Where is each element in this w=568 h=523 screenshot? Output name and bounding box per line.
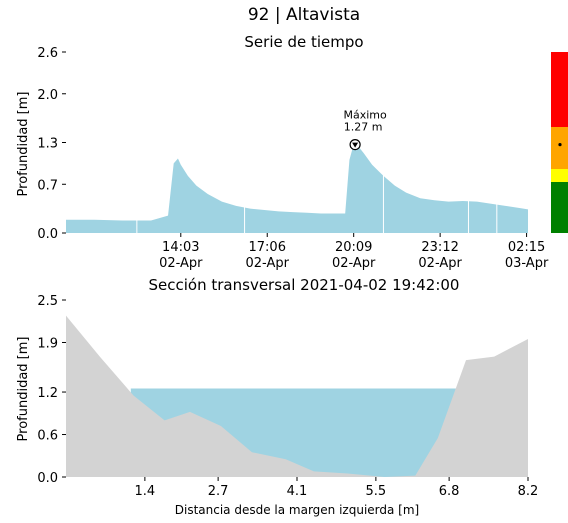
- cross-section-group: [66, 315, 528, 477]
- risk-indicator: [558, 142, 562, 147]
- timeseries-ylabel: Profundidad [m]: [16, 92, 31, 197]
- x-tick-label: 6.8: [439, 484, 460, 499]
- risk-band: [551, 127, 568, 169]
- risk-band: [551, 182, 568, 233]
- risk-band: [551, 52, 568, 127]
- y-tick-label: 2.0: [37, 88, 58, 103]
- depth-area: [66, 144, 528, 233]
- timeseries-area-group: [66, 52, 528, 233]
- x-tick-label-date: 02-Apr: [418, 256, 462, 271]
- x-tick-label-time: 20:09: [335, 240, 372, 255]
- x-tick-label: 1.4: [135, 484, 156, 499]
- x-tick-label-time: 23:12: [421, 240, 458, 255]
- cross-section-xlabel: Distancia desde la margen izquierda [m]: [175, 503, 419, 517]
- cross-section-title: Sección transversal 2021-04-02 19:42:00: [149, 276, 460, 294]
- x-tick-label: 4.1: [287, 484, 308, 499]
- cross-section-axes: 0.0 0.6 1.2 1.9 2.5 1.4 2.7 4.1 5.5 6.8 8.2: [37, 294, 538, 499]
- cross-section-ylabel: Profundidad [m]: [16, 337, 31, 442]
- x-tick-label: 2.7: [208, 484, 229, 499]
- y-tick-label: 1.2: [37, 386, 58, 401]
- x-tick-label: 5.5: [366, 484, 387, 499]
- x-tick-label-date: 02-Apr: [159, 256, 203, 271]
- y-tick-label: 0.0: [37, 471, 58, 486]
- y-tick-label: 0.7: [37, 178, 58, 193]
- page-title: 92 | Altavista: [248, 5, 360, 25]
- y-tick-label: 2.5: [37, 294, 58, 309]
- ground-profile: [66, 315, 528, 477]
- y-tick-label: 0.6: [37, 429, 58, 444]
- y-tick-label: 0.0: [37, 227, 58, 242]
- x-tick-label: 8.2: [518, 484, 539, 499]
- x-tick-label-date: 02-Apr: [332, 256, 376, 271]
- x-tick-label-time: 14:03: [162, 240, 199, 255]
- y-tick-label: 1.3: [37, 137, 58, 152]
- x-tick-label-time: 02:15: [508, 240, 545, 255]
- x-tick-label-time: 17:06: [249, 240, 286, 255]
- max-marker-arrow: [352, 142, 359, 148]
- max-value-label: 1.27 m: [344, 121, 383, 134]
- risk-level-bar: [551, 52, 568, 233]
- timeseries-axes: 0.00.71.32.02.614:0302-Apr17:0602-Apr20:…: [37, 46, 549, 271]
- max-label: Máximo: [343, 109, 387, 122]
- x-tick-label-date: 02-Apr: [246, 256, 290, 271]
- y-tick-label: 2.6: [37, 46, 58, 61]
- max-annotation: Máximo 1.27 m: [343, 109, 387, 151]
- y-tick-label: 1.9: [37, 336, 58, 351]
- timeseries-title: Serie de tiempo: [244, 33, 363, 51]
- risk-band: [551, 169, 568, 182]
- x-tick-label-date: 03-Apr: [505, 256, 549, 271]
